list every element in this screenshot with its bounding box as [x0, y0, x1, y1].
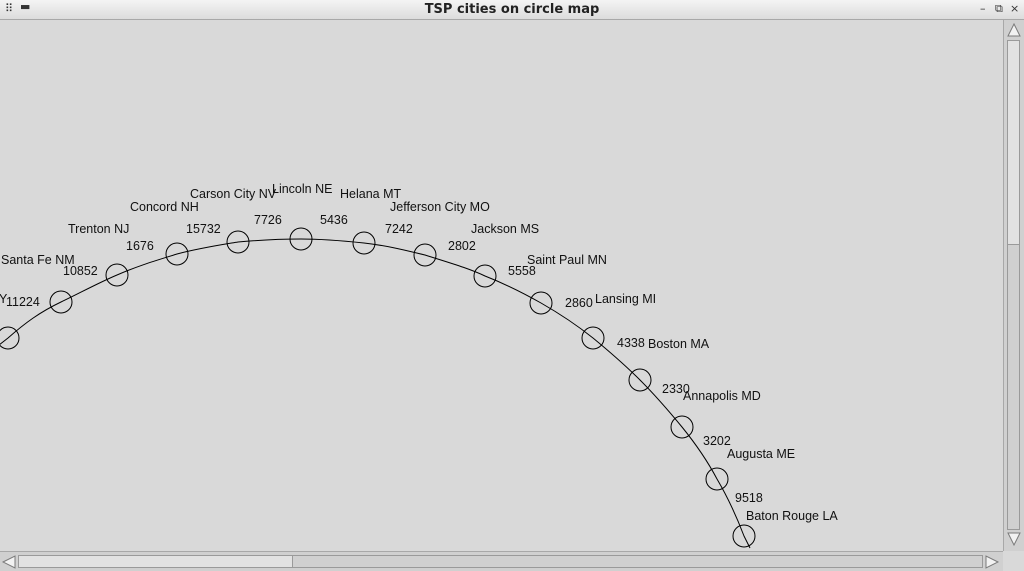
distance-label: 2802 — [448, 239, 476, 253]
window-menu-icon[interactable]: ▬ — [20, 0, 31, 13]
city-name-label: Lansing MI — [595, 292, 656, 306]
city-name-label: Lincoln NE — [272, 182, 332, 196]
route-path — [0, 238, 751, 549]
vertical-scrollbar[interactable] — [1003, 20, 1024, 551]
city-node[interactable] — [165, 242, 189, 266]
city-node[interactable] — [529, 291, 553, 315]
scroll-down-arrow-icon[interactable] — [1007, 532, 1021, 546]
distance-label: 11224 — [6, 295, 40, 309]
horizontal-scroll-thumb[interactable] — [18, 555, 293, 568]
city-name-label: Concord NH — [130, 200, 199, 214]
city-name-label: Boston MA — [648, 337, 710, 351]
city-name-label: Baton Rouge LA — [746, 509, 838, 523]
distance-label: 5558 — [508, 264, 536, 278]
distance-label: 3202 — [703, 434, 731, 448]
restore-button[interactable]: ⧉ — [995, 2, 1003, 15]
window-title: TSP cities on circle map — [424, 2, 600, 17]
distance-label: 2330 — [662, 382, 690, 396]
city-node[interactable] — [670, 415, 694, 439]
city-name-label: Trenton NJ — [68, 222, 129, 236]
scrollbar-corner — [1003, 551, 1024, 571]
scroll-up-arrow-icon[interactable] — [1007, 23, 1021, 37]
scroll-left-arrow-icon[interactable] — [2, 555, 16, 569]
scroll-right-arrow-icon[interactable] — [985, 555, 999, 569]
distance-label: 2860 — [565, 296, 593, 310]
city-node[interactable] — [226, 230, 250, 254]
truncated-city-label: Y — [0, 292, 8, 306]
city-name-label: Saint Paul MN — [527, 253, 607, 267]
minimize-button[interactable]: – — [980, 2, 986, 15]
distance-label: 5436 — [320, 213, 348, 227]
distance-label: 1676 — [126, 239, 154, 253]
city-node[interactable] — [105, 263, 129, 287]
city-node[interactable] — [732, 524, 756, 548]
distance-label: 9518 — [735, 491, 763, 505]
distance-label: 7242 — [385, 222, 413, 236]
city-name-label: Santa Fe NM — [1, 253, 75, 267]
distance-label: 4338 — [617, 336, 645, 350]
city-node[interactable] — [628, 368, 652, 392]
grip-icon[interactable]: ⠿ — [5, 2, 14, 15]
city-name-label: Jefferson City MO — [390, 200, 490, 214]
map-canvas[interactable]: 11224 Santa Fe NM 10852 Trenton NJ 1676 Conco… — [0, 20, 1003, 551]
city-name-label: Jackson MS — [471, 222, 539, 236]
city-node[interactable] — [289, 227, 313, 251]
city-node[interactable] — [581, 326, 605, 350]
city-name-label: Annapolis MD — [683, 389, 761, 403]
distance-label: 10852 — [63, 264, 98, 278]
city-name-label: Carson City NV — [190, 187, 277, 201]
title-bar: ⠿ ▬ TSP cities on circle map – ⧉ × — [0, 0, 1024, 20]
city-node[interactable] — [352, 231, 376, 255]
distance-label: 15732 — [186, 222, 221, 236]
city-node[interactable] — [49, 290, 73, 314]
close-button[interactable]: × — [1010, 2, 1020, 15]
city-node[interactable] — [705, 467, 729, 491]
vertical-scroll-thumb[interactable] — [1007, 40, 1020, 245]
city-node[interactable] — [473, 264, 497, 288]
distance-label: 7726 — [254, 213, 282, 227]
horizontal-scrollbar[interactable] — [0, 551, 1003, 571]
city-name-label: Helana MT — [340, 187, 401, 201]
city-node[interactable] — [0, 326, 20, 350]
city-node[interactable] — [413, 243, 437, 267]
city-name-label: Augusta ME — [727, 447, 795, 461]
